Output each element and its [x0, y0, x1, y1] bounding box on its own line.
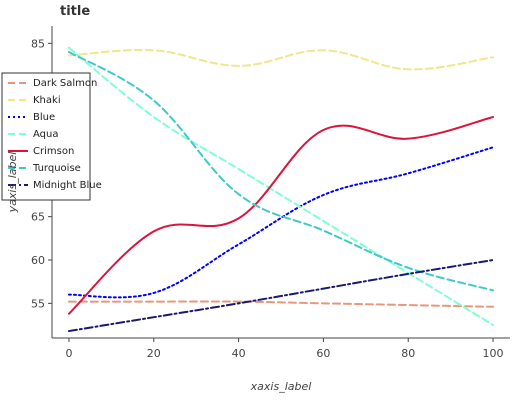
x-tick-label: 60: [316, 347, 330, 360]
legend-label-turquoise: Turquoise: [32, 163, 81, 174]
series-line-khaki: [67, 48, 495, 71]
legend-box: [1, 72, 91, 201]
y-tick-label: 65: [31, 211, 45, 224]
legend-label-blue: Blue: [33, 112, 55, 123]
x-axis-title: xaxis_label: [250, 380, 312, 393]
series-line-aqua: [67, 46, 495, 326]
legend-label-aqua: Aqua: [33, 129, 58, 140]
x-tick-label: 20: [147, 347, 161, 360]
series-line-blue: [67, 146, 495, 299]
x-axis-ticks: 0 20 40 60 80 100: [65, 338, 504, 360]
y-tick-label: 85: [31, 37, 45, 50]
legend-label-crimson: Crimson: [33, 146, 74, 157]
x-tick-label: 0: [65, 347, 72, 360]
series-line-midnight-blue: [67, 259, 495, 333]
series-line-crimson: [67, 116, 495, 315]
x-tick-label: 40: [232, 347, 246, 360]
series-lines: [67, 46, 495, 333]
legend-label-midnight-blue: Midnight Blue: [33, 180, 102, 191]
legend-label-khaki: Khaki: [33, 95, 61, 106]
legend-label-dark-salmon: Dark Salmon: [33, 78, 97, 89]
y-tick-label: 55: [31, 297, 45, 310]
series-line-turquoise: [67, 51, 495, 292]
x-tick-label: 80: [401, 347, 415, 360]
y-tick-label: 60: [31, 254, 45, 267]
series-line-dark-salmon: [67, 300, 495, 308]
legend: Dark Salmon Khaki Blue Aqua Crimson Turquoise…: [1, 72, 102, 201]
x-tick-label: 100: [483, 347, 504, 360]
chart-title: title: [60, 4, 90, 19]
y-axis-title: yaxis_label: [6, 152, 19, 214]
